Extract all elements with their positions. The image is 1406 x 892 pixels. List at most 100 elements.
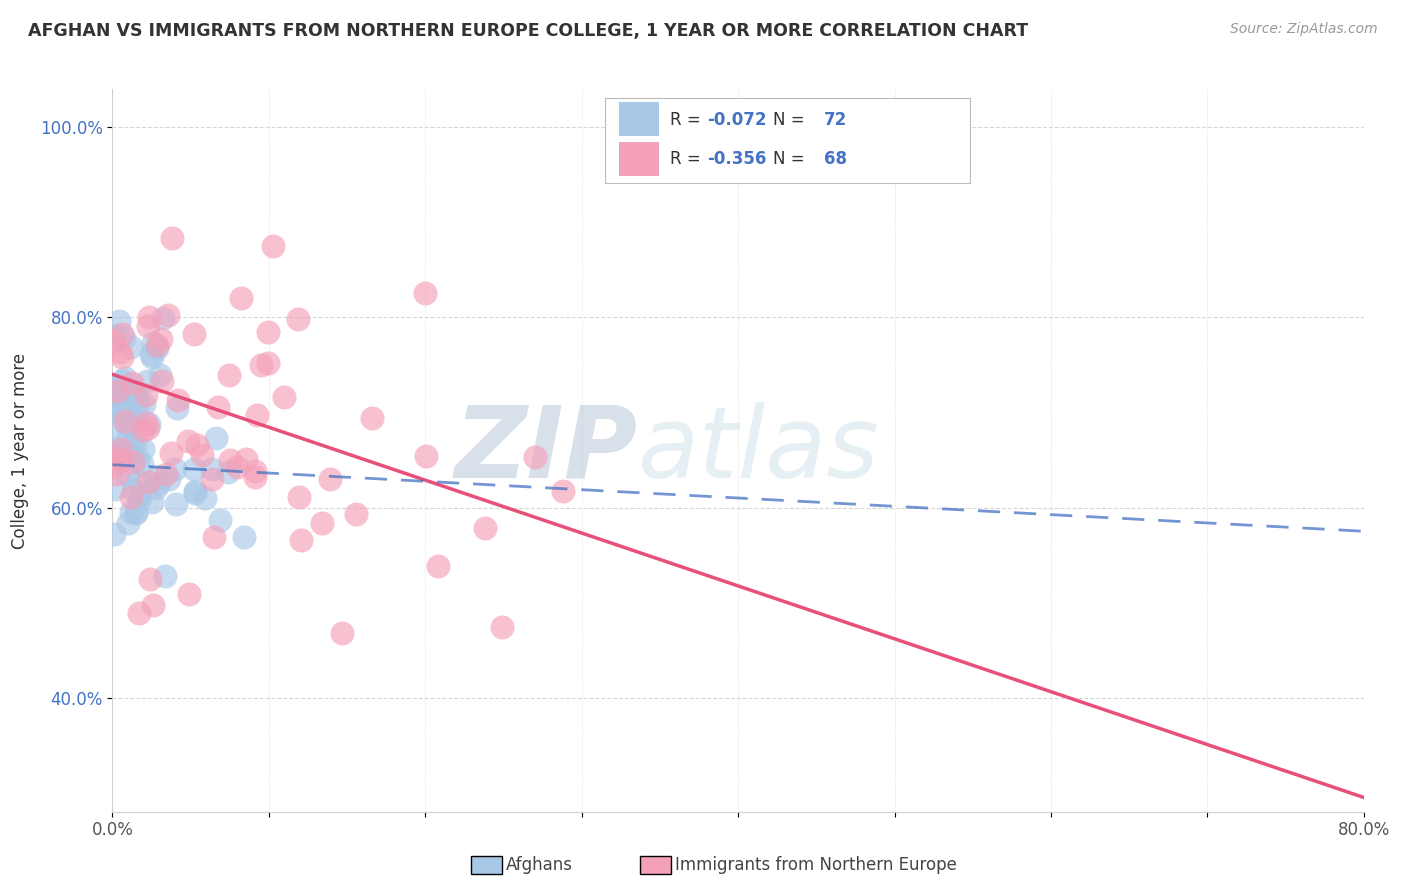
Point	[125, 390, 148, 404]
Point	[112, 452, 135, 467]
Point	[110, 396, 132, 410]
Text: atlas: atlas	[638, 402, 880, 499]
Point	[232, 529, 254, 543]
Point	[118, 420, 141, 434]
Point	[103, 377, 125, 392]
Point	[202, 529, 225, 543]
Point	[166, 401, 188, 415]
Point	[131, 457, 153, 471]
Point	[121, 376, 143, 390]
Point	[103, 458, 125, 473]
Point	[128, 489, 150, 503]
Point	[219, 452, 242, 467]
Point	[201, 472, 224, 486]
Point	[132, 442, 155, 456]
Point	[152, 310, 174, 325]
Point	[135, 388, 157, 402]
Text: Afghans: Afghans	[506, 856, 574, 874]
Point	[166, 393, 188, 408]
Point	[146, 338, 169, 352]
Point	[273, 390, 295, 404]
Point	[141, 495, 163, 509]
Text: -0.356: -0.356	[707, 150, 766, 168]
Point	[112, 442, 135, 456]
Point	[257, 356, 280, 370]
Point	[311, 516, 333, 530]
Point	[290, 533, 312, 547]
Point	[122, 400, 145, 414]
Point	[148, 475, 170, 490]
Point	[330, 626, 353, 640]
Text: N =: N =	[773, 111, 810, 128]
Point	[104, 440, 127, 454]
Point	[136, 319, 159, 334]
Point	[136, 475, 159, 490]
Point	[117, 516, 139, 530]
Point	[208, 513, 231, 527]
Point	[127, 473, 149, 487]
Point	[177, 434, 200, 448]
Bar	[619, 103, 659, 136]
Point	[217, 465, 239, 479]
Point	[141, 350, 163, 364]
Point	[165, 462, 187, 476]
Point	[155, 467, 177, 481]
Point	[201, 462, 224, 476]
Point	[415, 449, 437, 463]
Text: -0.072: -0.072	[707, 111, 766, 128]
Text: N =: N =	[773, 150, 810, 168]
Point	[136, 421, 159, 435]
Point	[413, 286, 436, 301]
Point	[207, 400, 229, 414]
Point	[108, 345, 131, 359]
Text: Source: ZipAtlas.com: Source: ZipAtlas.com	[1230, 22, 1378, 37]
Point	[523, 450, 546, 465]
Point	[243, 470, 266, 484]
Point	[427, 559, 450, 574]
Point	[110, 453, 132, 467]
Point	[110, 387, 132, 401]
Text: 72: 72	[824, 111, 848, 128]
Point	[103, 526, 125, 541]
Point	[186, 437, 208, 451]
Point	[184, 484, 207, 499]
Point	[160, 230, 183, 244]
Point	[110, 442, 132, 457]
Point	[288, 490, 311, 504]
Point	[122, 384, 145, 399]
Point	[104, 417, 127, 431]
Point	[491, 620, 513, 634]
Point	[194, 491, 217, 505]
Point	[142, 335, 165, 350]
Text: Immigrants from Northern Europe: Immigrants from Northern Europe	[675, 856, 956, 874]
Point	[110, 401, 132, 415]
Text: 68: 68	[824, 150, 846, 168]
Point	[111, 326, 134, 341]
Point	[287, 312, 309, 326]
Point	[190, 448, 212, 462]
Point	[229, 292, 252, 306]
Point	[142, 599, 165, 613]
Point	[165, 497, 187, 511]
Point	[103, 334, 125, 349]
Point	[262, 239, 284, 253]
Point	[183, 462, 205, 476]
Point	[122, 389, 145, 403]
Point	[139, 347, 162, 361]
Point	[127, 451, 149, 466]
Point	[122, 455, 145, 469]
Point	[149, 368, 172, 383]
Point	[132, 423, 155, 437]
Point	[103, 450, 125, 465]
Point	[360, 411, 382, 425]
Point	[125, 505, 148, 519]
Point	[117, 402, 139, 417]
Point	[551, 484, 574, 499]
Point	[183, 326, 205, 341]
Point	[128, 607, 150, 621]
Point	[160, 446, 183, 460]
Point	[104, 328, 127, 343]
Point	[243, 464, 266, 478]
Point	[179, 587, 201, 601]
Point	[257, 326, 280, 340]
